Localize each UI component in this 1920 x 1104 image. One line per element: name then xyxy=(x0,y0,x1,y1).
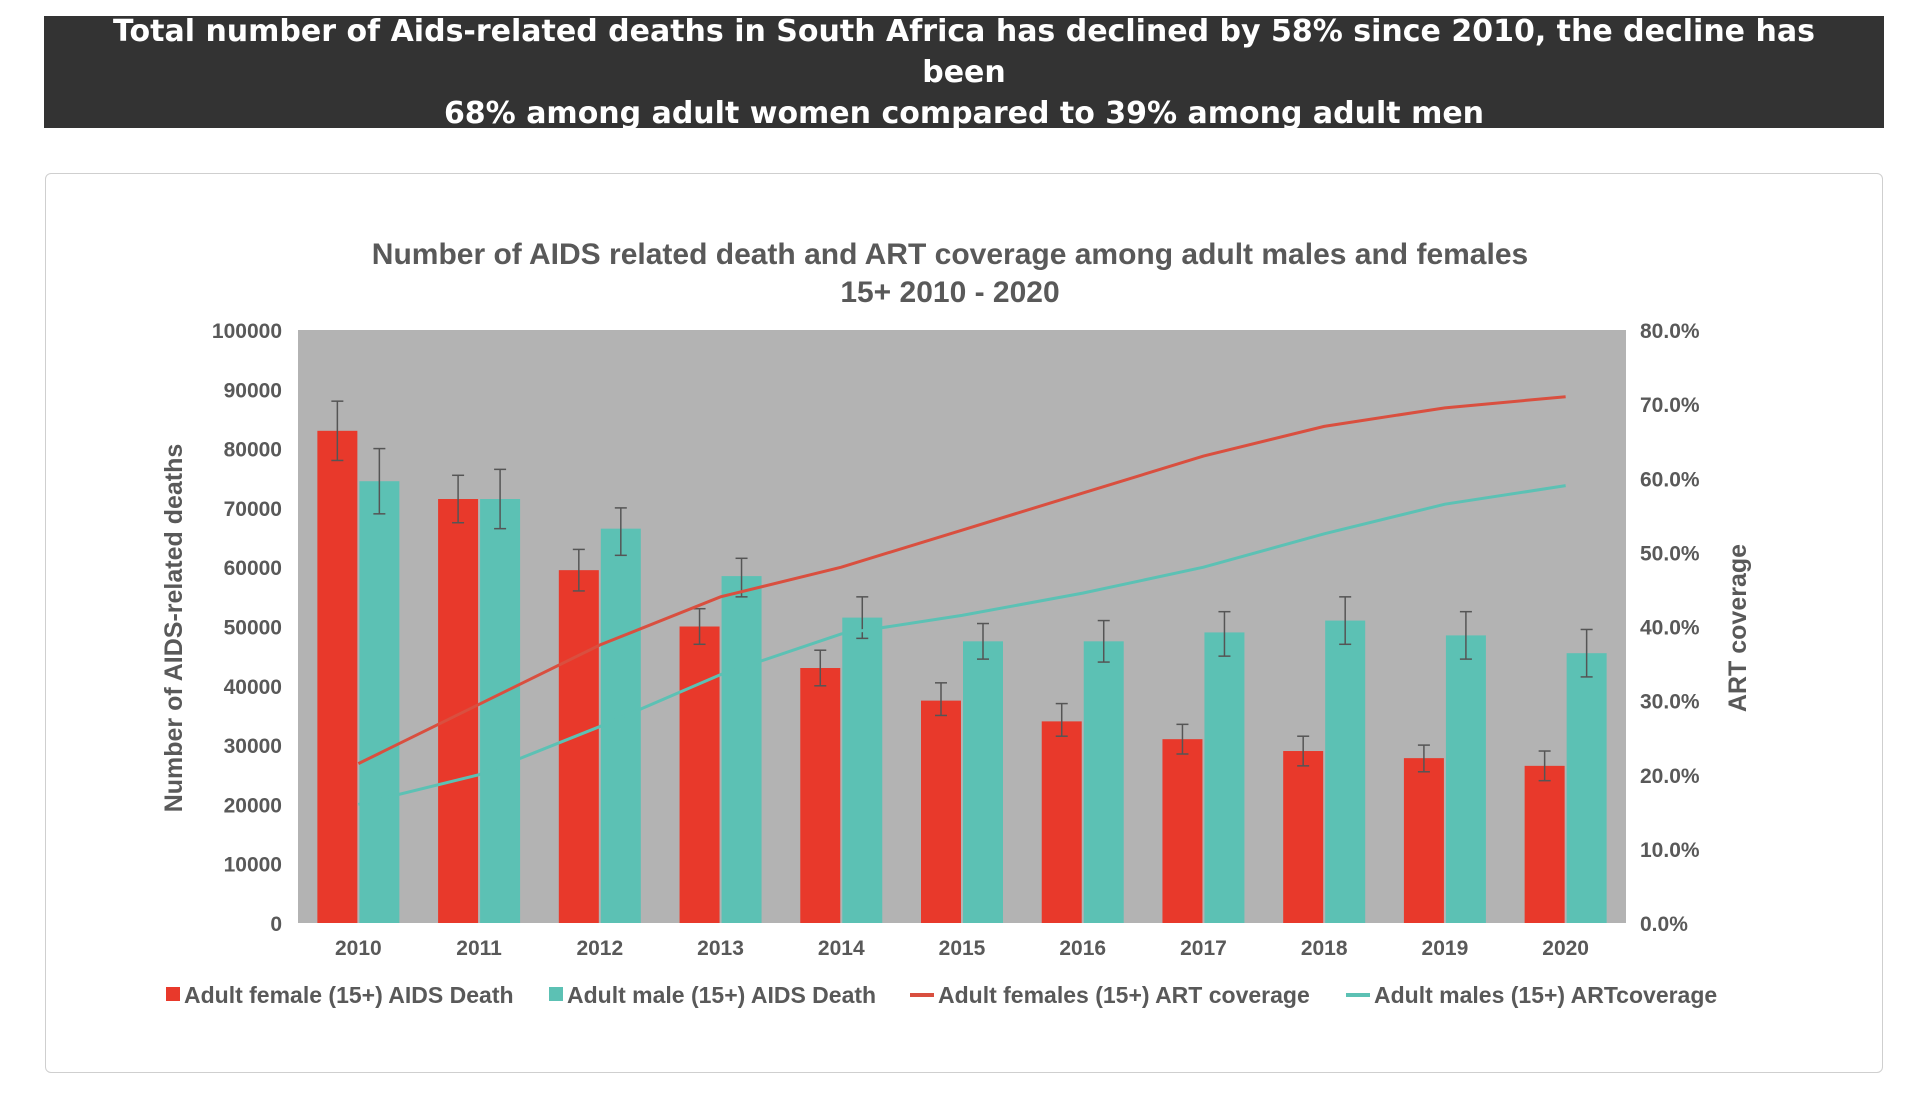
x-tick-label: 2018 xyxy=(1301,937,1348,960)
x-tick-label: 2013 xyxy=(697,937,744,960)
lines-layer xyxy=(357,395,1566,806)
bar-male-2010 xyxy=(359,481,400,923)
headline-banner: Total number of Aids-related deaths in S… xyxy=(44,14,1884,131)
bar-male-2020 xyxy=(1566,653,1607,923)
y-tick-label: 30000 xyxy=(224,735,282,758)
y2-tick-label: 50.0% xyxy=(1640,542,1700,565)
x-tick-label: 2020 xyxy=(1542,937,1589,960)
y2-tick-label: 0.0% xyxy=(1640,913,1688,936)
y-tick-label: 10000 xyxy=(224,854,282,877)
chart-title-line-1: Number of AIDS related death and ART cov… xyxy=(372,238,1528,271)
x-tick-label: 2011 xyxy=(456,937,502,960)
bar-male-2019 xyxy=(1445,635,1486,923)
y-tick-label: 40000 xyxy=(224,676,282,699)
x-tick-label: 2014 xyxy=(818,937,865,960)
x-tick-label: 2010 xyxy=(335,937,382,960)
legend-item-1: Adult female (15+) AIDS Death xyxy=(166,982,514,1008)
bar-female-2015 xyxy=(921,700,961,923)
x-tick-label: 2017 xyxy=(1180,937,1227,960)
bar-female-2014 xyxy=(800,668,841,923)
y-tick-label: 70000 xyxy=(224,498,282,521)
headline-line-1: Total number of Aids-related deaths in S… xyxy=(113,13,1815,90)
y2-tick-label: 60.0% xyxy=(1640,468,1700,491)
bar-female-2011 xyxy=(438,499,479,923)
x-tick-label: 2012 xyxy=(576,937,623,960)
y2-tick-label: 40.0% xyxy=(1640,617,1700,640)
bar-female-2016 xyxy=(1041,721,1082,923)
bar-female-2019 xyxy=(1403,758,1444,923)
legend-item-3: Adult females (15+) ART coverage xyxy=(910,982,1310,1008)
y2-tick-label: 10.0% xyxy=(1640,839,1700,862)
legend-label: Adult males (15+) ARTcoverage xyxy=(1374,982,1717,1008)
legend: Adult female (15+) AIDS Death Adult male … xyxy=(166,982,1717,1008)
x-tick-label: 2015 xyxy=(939,937,986,960)
bars-layer xyxy=(317,400,1607,923)
bar-female-2013 xyxy=(679,626,720,923)
legend-swatch xyxy=(166,987,180,1001)
y-tick-label: 60000 xyxy=(224,557,282,580)
chart-title-line-2: 15+ 2010 - 2020 xyxy=(840,276,1059,309)
bar-female-2012 xyxy=(558,570,599,923)
y-tick-label: 80000 xyxy=(224,439,282,462)
legend-swatch xyxy=(549,987,563,1001)
bar-male-2015 xyxy=(963,641,1003,923)
headline-line-2: 68% among adult women compared to 39% am… xyxy=(443,95,1485,131)
ticks-layer: 0 10000 20000 30000 40000 50000 60000 70000 8000… xyxy=(212,320,1700,960)
x-tick-label: 2016 xyxy=(1059,937,1106,960)
line-female-art-coverage xyxy=(357,395,1566,765)
x-tick-label: 2019 xyxy=(1422,937,1469,960)
bar-female-2017 xyxy=(1162,739,1203,923)
bar-male-2016 xyxy=(1083,641,1124,923)
y2-tick-label: 30.0% xyxy=(1640,691,1700,714)
bar-female-2020 xyxy=(1524,765,1565,923)
y-tick-label: 0 xyxy=(270,913,282,936)
bar-female-2018 xyxy=(1283,751,1324,923)
y-tick-label: 20000 xyxy=(224,794,282,817)
bar-male-2011 xyxy=(480,499,521,923)
y2-tick-label: 20.0% xyxy=(1640,765,1700,788)
y2-tick-label: 70.0% xyxy=(1640,394,1700,417)
bar-male-2013 xyxy=(721,576,762,923)
bar-male-2012 xyxy=(600,528,641,923)
legend-label: Adult females (15+) ART coverage xyxy=(938,982,1310,1008)
y-tick-label: 90000 xyxy=(224,379,282,402)
legend-label: Adult female (15+) AIDS Death xyxy=(184,982,514,1008)
legend-label: Adult male (15+) AIDS Death xyxy=(567,982,876,1008)
line-male-art-coverage xyxy=(358,484,1566,806)
bar-male-2014 xyxy=(842,617,883,923)
bar-male-2018 xyxy=(1325,620,1366,923)
legend-item-2: Adult male (15+) AIDS Death xyxy=(549,982,876,1008)
legend-item-4: Adult males (15+) ARTcoverage xyxy=(1346,982,1717,1008)
bar-male-2017 xyxy=(1204,632,1245,923)
y-tick-label: 100000 xyxy=(212,320,282,343)
y-tick-label: 50000 xyxy=(224,617,282,640)
y2-tick-label: 80.0% xyxy=(1640,320,1700,343)
y-axis-label: Number of AIDS-related deaths xyxy=(160,444,188,813)
bar-female-2010 xyxy=(317,430,358,923)
y2-axis-label: ART coverage xyxy=(1724,544,1752,712)
